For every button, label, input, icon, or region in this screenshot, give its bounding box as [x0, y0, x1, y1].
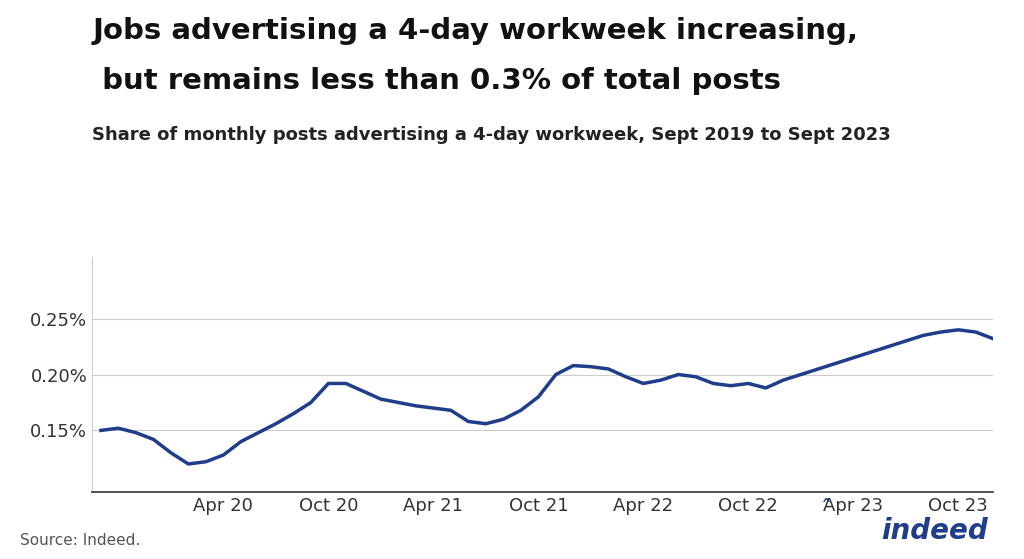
Text: indeed: indeed — [882, 517, 988, 545]
Text: Jobs advertising a 4-day workweek increasing,: Jobs advertising a 4-day workweek increa… — [92, 17, 858, 45]
Text: Source: Indeed.: Source: Indeed. — [20, 533, 140, 548]
Text: but remains less than 0.3% of total posts: but remains less than 0.3% of total post… — [92, 67, 781, 95]
Text: Share of monthly posts advertising a 4-day workweek, Sept 2019 to Sept 2023: Share of monthly posts advertising a 4-d… — [92, 126, 891, 144]
